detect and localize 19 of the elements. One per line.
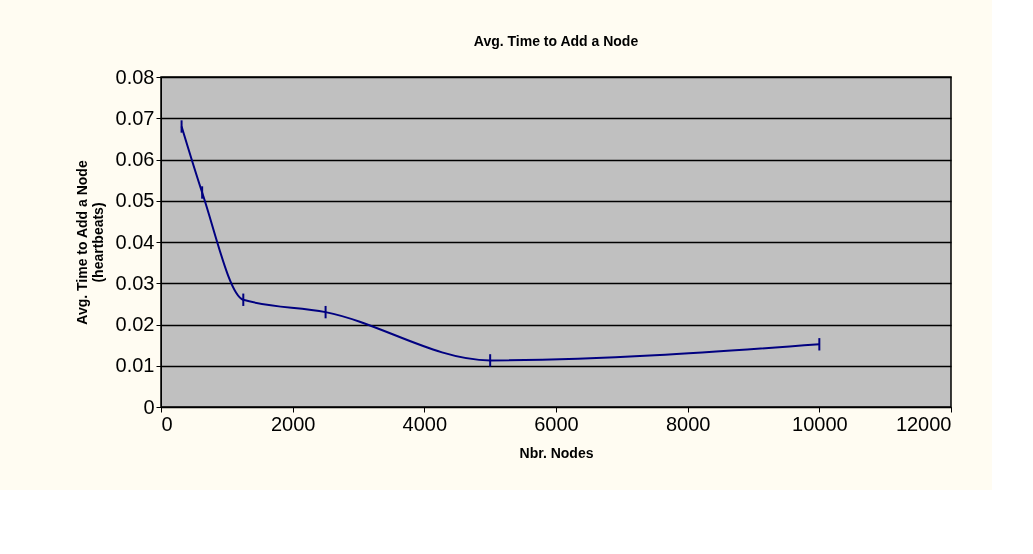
y-tick-label: 0.08 [115,65,155,88]
x-tick-label: 6000 [534,412,579,435]
y-tick-label: 0.03 [115,271,155,294]
x-tick-label: 0 [161,412,173,435]
y-tick-label: 0.05 [115,189,155,212]
x-tick-label: 12000 [895,412,952,435]
y-tick-label: 0.02 [115,313,155,335]
x-tick-label: 10000 [792,412,848,435]
y-tick-label: 0.06 [115,148,155,170]
y-tick-label: 0 [143,395,155,418]
x-tick-label: 8000 [665,412,711,435]
y-tick-label: 0.04 [115,230,155,253]
chart-title: Avg. Time to Add a Node [473,33,639,49]
x-tick-label: 2000 [270,412,316,435]
y-tick-label: 0.01 [115,354,155,377]
y-tick-label: 0.07 [115,106,155,129]
x-tick-label: 4000 [402,412,448,435]
y-axis-title: Avg. Time to Add a Node (heartbeats) [73,160,106,325]
x-axis-title: Nbr. Nodes [519,444,594,461]
